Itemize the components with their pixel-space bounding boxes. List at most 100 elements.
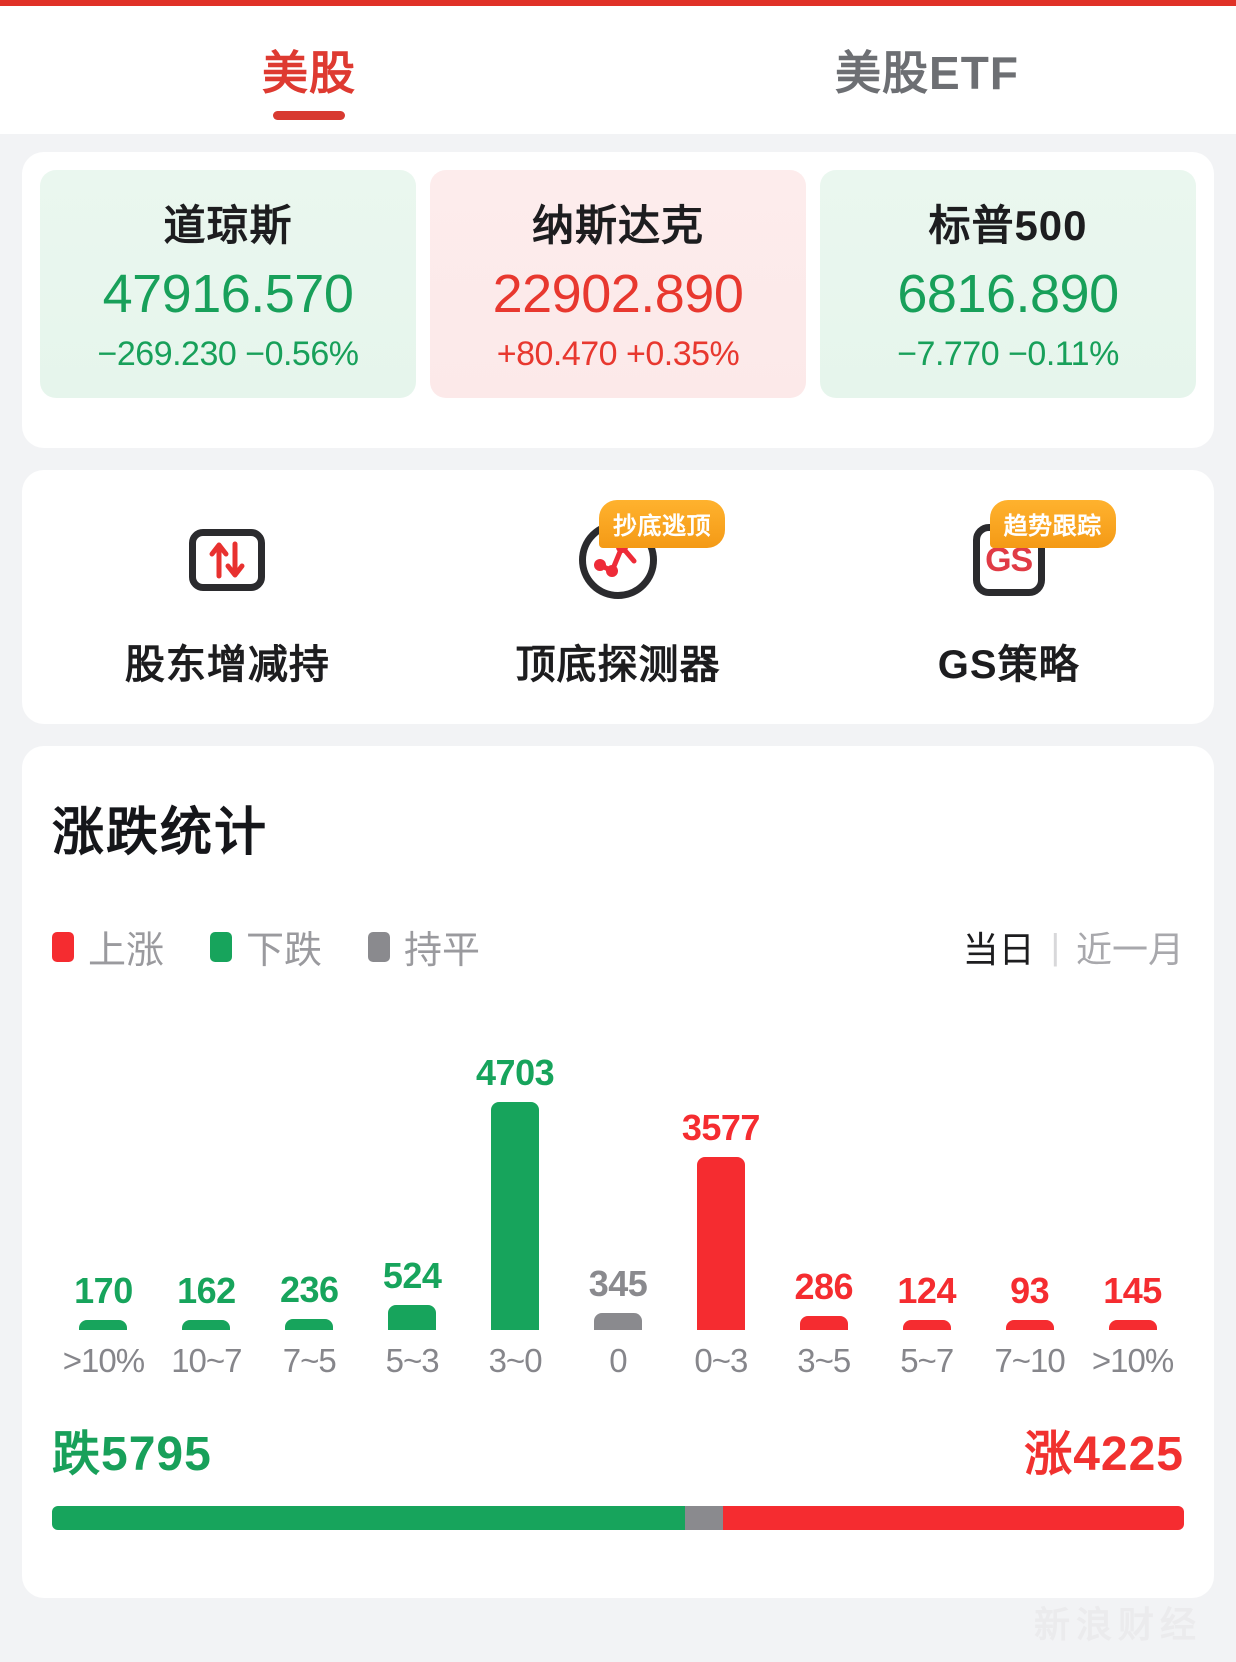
entry-icon-wrap: 抄底逃顶: [543, 500, 725, 610]
bar: [285, 1319, 334, 1330]
bar-column[interactable]: 345: [567, 1030, 670, 1330]
legend-and-period-row: 上涨 下跌 持平 当日 | 近一月: [52, 919, 1184, 974]
bar: [491, 1102, 540, 1330]
quick-entries-card: 股东增减持 抄底逃顶 顶底探测器: [22, 470, 1214, 724]
x-axis-tick-label: >10%: [62, 1342, 145, 1379]
entry-top-bottom-detector[interactable]: 抄底逃顶 顶底探测器: [423, 500, 814, 690]
bar: [1108, 1320, 1157, 1330]
bar-column[interactable]: 236: [258, 1030, 361, 1330]
ratio-segment-down: [52, 1506, 685, 1530]
bar-column[interactable]: 145: [1081, 1030, 1184, 1330]
index-tile-sp500[interactable]: 标普500 6816.890 −7.770 −0.11%: [820, 170, 1196, 398]
tab-us-etf[interactable]: 美股ETF: [618, 37, 1236, 103]
bar-value-label: 524: [382, 1255, 442, 1296]
ratio-segment-up: [722, 1506, 1184, 1530]
index-name: 纳斯达克: [531, 202, 704, 249]
x-axis-tick-label: 7~5: [282, 1342, 337, 1379]
index-change: +80.470 +0.35%: [496, 335, 740, 373]
index-change: −269.230 −0.56%: [97, 335, 359, 373]
bar-value-label: 286: [794, 1266, 854, 1307]
period-option-today[interactable]: 当日: [962, 928, 1035, 970]
total-down-label: 跌5795: [52, 1428, 212, 1481]
entry-label: GS策略: [937, 643, 1080, 687]
bar-column[interactable]: 3577: [669, 1030, 772, 1330]
rise-fall-stats-card: 涨跌统计 上涨 下跌 持平 当日 | 近一月: [22, 746, 1214, 1598]
index-value: 22902.890: [492, 264, 744, 324]
index-name: 道琼斯: [163, 202, 293, 249]
bar-value-label: 124: [897, 1270, 956, 1311]
index-tile-nasdaq[interactable]: 纳斯达克 22902.890 +80.470 +0.35%: [430, 170, 806, 398]
updown-arrows-icon: [189, 529, 266, 591]
bar-value-label: 345: [588, 1263, 648, 1304]
updown-arrows-glyph: [209, 541, 245, 579]
indices-card: 道琼斯 47916.570 −269.230 −0.56% 纳斯达克 22902…: [22, 152, 1214, 448]
legend-item-up: 上涨: [52, 919, 164, 974]
bar: [1005, 1320, 1054, 1330]
bar-value-label: 3577: [681, 1107, 761, 1148]
tab-active-underline: [273, 111, 345, 120]
bar: [696, 1157, 745, 1330]
tab-us-stocks[interactable]: 美股: [0, 37, 618, 120]
bar-value-label: 170: [74, 1270, 133, 1311]
legend-label-down: 下跌: [246, 930, 323, 972]
period-separator: |: [1050, 925, 1060, 967]
chart-legend: 上涨 下跌 持平: [52, 919, 480, 974]
bar: [902, 1320, 951, 1330]
period-option-month[interactable]: 近一月: [1075, 928, 1184, 970]
bar-value-label: 162: [177, 1270, 236, 1311]
x-axis-tick-label: 7~10: [994, 1342, 1065, 1379]
x-axis-tick-label: 5~3: [385, 1342, 440, 1379]
bar-columns: 170 162 236 524 4703 345 3577 286 124 93 145: [52, 1030, 1184, 1330]
entry-label: 股东增减持: [124, 643, 330, 687]
bar-column[interactable]: 170: [52, 1030, 155, 1330]
entry-icon-wrap: 趋势跟踪 GS: [934, 500, 1116, 610]
entry-shareholder-changes[interactable]: 股东增减持: [32, 510, 423, 690]
x-axis-tick-label: 0~3: [694, 1342, 748, 1379]
watermark: 新浪财经: [1033, 1604, 1202, 1645]
x-axis-tick-label: 5~7: [900, 1342, 954, 1379]
index-change: −7.770 −0.11%: [897, 335, 1119, 373]
breadth-ratio-bar: [52, 1506, 1184, 1530]
bar-column[interactable]: 286: [772, 1030, 875, 1330]
entry-badge: 抄底逃顶: [599, 500, 725, 548]
quick-entries-row: 股东增减持 抄底逃顶 顶底探测器: [32, 500, 1204, 690]
legend-swatch-up: [52, 931, 74, 962]
bar: [388, 1305, 437, 1330]
bar: [79, 1320, 128, 1330]
total-up-label: 涨4225: [1024, 1428, 1184, 1481]
market-tab-bar: 美股 美股ETF: [0, 6, 1236, 134]
tab-us-stocks-label: 美股: [262, 47, 356, 99]
index-tile-dow[interactable]: 道琼斯 47916.570 −269.230 −0.56%: [40, 170, 416, 398]
bar-column[interactable]: 124: [875, 1030, 978, 1330]
bar-value-label: 236: [279, 1269, 339, 1310]
legend-label-flat: 持平: [404, 930, 481, 972]
x-axis-tick-label: 0: [609, 1342, 627, 1379]
bar-column[interactable]: 162: [155, 1030, 258, 1330]
rise-fall-bar-chart: 170 162 236 524 4703 345 3577 286 124 93 145 >10% 1…: [52, 1030, 1184, 1379]
section-title: 涨跌统计: [52, 804, 269, 862]
entry-gs-strategy[interactable]: 趋势跟踪 GS GS策略: [813, 500, 1204, 690]
breadth-summary: 跌5795 涨4225: [52, 1414, 1184, 1530]
index-value: 6816.890: [897, 264, 1119, 324]
x-axis-tick-label: 3~0: [488, 1342, 543, 1379]
top-accent-bar: [0, 0, 1236, 6]
bar-column[interactable]: 524: [361, 1030, 464, 1330]
entry-label: 顶底探测器: [515, 643, 721, 687]
bar-value-label: 4703: [476, 1052, 555, 1093]
legend-item-flat: 持平: [368, 919, 480, 974]
ratio-segment-flat: [684, 1506, 723, 1530]
x-axis-tick-label: >10%: [1091, 1342, 1174, 1379]
indices-row: 道琼斯 47916.570 −269.230 −0.56% 纳斯达克 22902…: [40, 170, 1196, 398]
bar-value-label: 145: [1103, 1270, 1162, 1311]
bar-column[interactable]: 93: [978, 1030, 1081, 1330]
x-axis-tick-label: 10~7: [171, 1342, 242, 1379]
bar-column[interactable]: 4703: [464, 1030, 567, 1330]
bar: [182, 1320, 231, 1330]
index-value: 47916.570: [102, 264, 354, 324]
tab-us-etf-label: 美股ETF: [835, 47, 1019, 99]
x-axis-labels: >10% 10~7 7~5 5~3 3~0 0 0~3 3~5 5~7 7~10 >10%: [52, 1342, 1184, 1380]
index-name: 标普500: [928, 202, 1088, 249]
bar: [799, 1316, 848, 1330]
bar-value-label: 93: [1010, 1270, 1050, 1311]
